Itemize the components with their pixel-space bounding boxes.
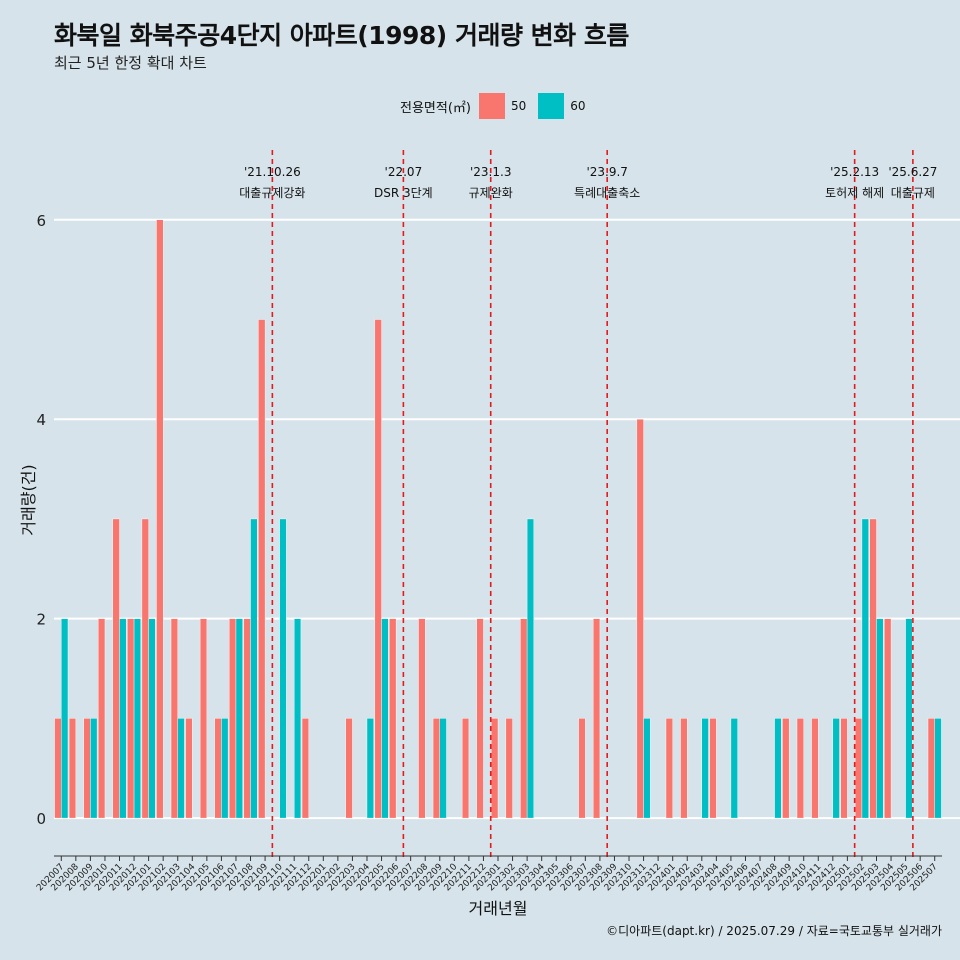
bar-50-202108 bbox=[243, 618, 251, 819]
bar-50-202307 bbox=[578, 718, 586, 819]
bar-60-202012 bbox=[133, 618, 141, 819]
event-label-2: DSR 3단계 bbox=[374, 186, 433, 200]
bar-50-202010 bbox=[98, 618, 106, 819]
bar-50-202501 bbox=[840, 718, 848, 819]
bar-50-202411 bbox=[811, 718, 819, 819]
legend: 전용면적(㎡) 50 60 bbox=[400, 93, 598, 119]
event-date-5: '25.2.13 bbox=[830, 165, 879, 179]
bar-60-202502 bbox=[861, 518, 869, 819]
legend-title: 전용면적(㎡) bbox=[400, 100, 471, 116]
event-date-6: '25.6.27 bbox=[888, 165, 937, 179]
bar-50-202011 bbox=[112, 518, 120, 819]
y-tick-label: 0 bbox=[36, 810, 46, 828]
bar-60-202209 bbox=[439, 718, 447, 819]
event-date-2: '22.07 bbox=[385, 165, 423, 179]
bar-60-202205 bbox=[381, 618, 389, 819]
bar-50-202012 bbox=[127, 618, 135, 819]
bar-60-202011 bbox=[119, 618, 127, 819]
bar-60-202106 bbox=[221, 718, 229, 819]
y-tick-label: 6 bbox=[36, 212, 46, 230]
y-tick-label: 4 bbox=[36, 411, 46, 429]
bar-60-202303 bbox=[526, 518, 535, 819]
bar-60-202111 bbox=[293, 618, 302, 819]
chart-subtitle: 최근 5년 한정 확대 차트 bbox=[54, 54, 207, 72]
bar-60-202110 bbox=[279, 518, 287, 819]
bar-50-202008 bbox=[68, 718, 77, 819]
bar-50-202301 bbox=[491, 718, 499, 819]
event-date-1: '21.10.26 bbox=[244, 165, 301, 179]
bar-50-202105 bbox=[199, 618, 208, 819]
event-label-4: 특례대출축소 bbox=[574, 186, 640, 200]
bar-50-202208 bbox=[418, 618, 426, 819]
bar-50-202311 bbox=[636, 419, 644, 819]
chart-title: 화북일 화북주공4단지 아파트(1998) 거래량 변화 흐름 bbox=[54, 21, 629, 50]
bar-50-202206 bbox=[389, 618, 397, 819]
bar-50-202104 bbox=[185, 718, 193, 819]
event-date-3: '23.1.3 bbox=[470, 165, 511, 179]
legend-swatch-50 bbox=[478, 93, 505, 119]
bar-50-202101 bbox=[141, 518, 149, 819]
source-caption: ©디아파트(dapt.kr) / 2025.07.29 / 자료=국토교통부 실… bbox=[606, 924, 942, 938]
bar-60-202108 bbox=[250, 518, 258, 819]
bar-50-202302 bbox=[505, 718, 513, 819]
bar-50-202009 bbox=[83, 718, 91, 819]
bar-60-202505 bbox=[905, 618, 913, 819]
x-axis-title: 거래년월 bbox=[469, 899, 528, 918]
bar-60-202503 bbox=[876, 618, 884, 819]
event-label-6: 대출규제 bbox=[891, 186, 935, 200]
bar-60-202009 bbox=[90, 718, 98, 819]
legend-label-60: 60 bbox=[570, 99, 586, 113]
bar-60-202204 bbox=[366, 718, 374, 819]
event-label-3: 규제완화 bbox=[469, 186, 513, 200]
bar-60-202311 bbox=[643, 718, 651, 819]
bar-50-202502 bbox=[855, 718, 863, 819]
y-axis-title: 거래량(건) bbox=[19, 464, 38, 535]
bar-50-202205 bbox=[374, 319, 382, 819]
bar-60-202412 bbox=[832, 718, 840, 819]
bar-50-202212 bbox=[476, 618, 484, 819]
bar-50-202109 bbox=[258, 319, 266, 819]
bar-50-202410 bbox=[796, 718, 804, 819]
bar-50-202409 bbox=[782, 718, 790, 819]
bar-50-202203 bbox=[345, 718, 353, 819]
event-label-1: 대출규제강화 bbox=[239, 186, 305, 200]
bar-60-202403 bbox=[701, 718, 709, 819]
bar-50-202103 bbox=[170, 618, 178, 819]
bar-50-202504 bbox=[884, 618, 892, 819]
legend-swatch-60 bbox=[538, 93, 565, 119]
bar-50-202209 bbox=[432, 718, 440, 819]
legend-label-50: 50 bbox=[510, 99, 527, 113]
bar-50-202503 bbox=[869, 518, 877, 819]
bar-50-202107 bbox=[229, 618, 237, 819]
bar-60-202101 bbox=[148, 618, 156, 819]
bar-50-202401 bbox=[665, 718, 673, 819]
bar-60-202007 bbox=[61, 618, 69, 819]
y-tick-label: 2 bbox=[36, 611, 46, 629]
bar-50-202102 bbox=[156, 219, 164, 819]
bar-60-202107 bbox=[235, 618, 243, 819]
bar-50-202112 bbox=[301, 718, 309, 819]
bar-50-202303 bbox=[520, 618, 528, 819]
bar-50-202211 bbox=[461, 718, 470, 819]
bar-50-202404 bbox=[709, 718, 717, 819]
bar-60-202103 bbox=[177, 718, 185, 819]
bar-50-202106 bbox=[214, 718, 222, 819]
bar-50-202507 bbox=[927, 718, 935, 819]
bar-50-202007 bbox=[54, 718, 62, 819]
bar-60-202507 bbox=[934, 718, 942, 819]
event-label-5: 토허제 해제 bbox=[825, 186, 884, 200]
bar-60-202408 bbox=[774, 718, 782, 819]
event-date-4: '23.9.7 bbox=[586, 165, 627, 179]
bar-50-202308 bbox=[593, 618, 601, 819]
bar-60-202405 bbox=[730, 718, 738, 819]
bar-50-202402 bbox=[680, 718, 688, 819]
